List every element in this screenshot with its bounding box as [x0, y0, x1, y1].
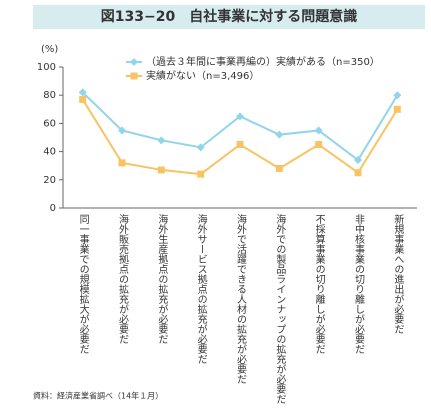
y-tick-label: 80 [43, 90, 56, 101]
x-tick-label: 不採算事業の切り離しが必要だ [313, 214, 325, 354]
data-point [196, 143, 205, 152]
source: 資料：経済産業省調べ（14年１月） [33, 391, 163, 401]
data-point [354, 156, 362, 165]
legend-marker [130, 58, 138, 66]
x-tick-label: 新規事業への進出が必要だ [392, 213, 404, 334]
x-tick-label: 同一事業での規模拡大が必要だ [77, 214, 89, 354]
x-tick-label: 海外販売拠点の拡充が必要だ [117, 213, 129, 344]
y-unit: (%) [41, 44, 58, 55]
data-point [79, 95, 87, 103]
data-point [393, 105, 401, 113]
legend-label: 実績がない（n=3,496） [146, 69, 259, 82]
data-point [118, 126, 126, 135]
x-tick-label: 海外で活躍できる人材の拡充が必要だ [235, 213, 247, 384]
data-point [78, 88, 87, 97]
y-tick-label: 60 [43, 118, 56, 129]
data-point [354, 169, 362, 177]
x-tick-label: 海外での製品ラインナップの拡充が必要だ [274, 213, 286, 404]
data-point [157, 136, 166, 145]
title-bar [33, 5, 425, 29]
data-point [315, 141, 323, 149]
legend-label: （過去３年間に事業再編の）実績がある（n=350） [146, 55, 380, 68]
x-tick-label: 海外生産拠点の拡充が必要だ [156, 213, 168, 344]
data-point [197, 170, 205, 178]
y-tick-label: 0 [50, 203, 56, 214]
data-point [314, 126, 323, 135]
data-point [118, 159, 126, 167]
data-point [236, 141, 244, 149]
x-tick-label: 非中核事業の切り離しが必要だ [353, 214, 365, 354]
series-line [81, 98, 399, 176]
data-point [275, 165, 283, 173]
x-tick-label: 海外サービス拠点の拡充が必要だ [195, 213, 207, 364]
legend-marker [130, 72, 138, 80]
y-tick-label: 20 [43, 175, 56, 186]
y-tick-label: 40 [43, 147, 56, 158]
data-point [393, 91, 402, 100]
chart-title: 図133−20 自社事業に対する問題意識 [101, 8, 357, 25]
y-tick-label: 100 [37, 62, 56, 73]
series-line [81, 91, 399, 162]
data-point [275, 130, 284, 139]
data-point [236, 112, 244, 121]
data-point [157, 166, 165, 174]
